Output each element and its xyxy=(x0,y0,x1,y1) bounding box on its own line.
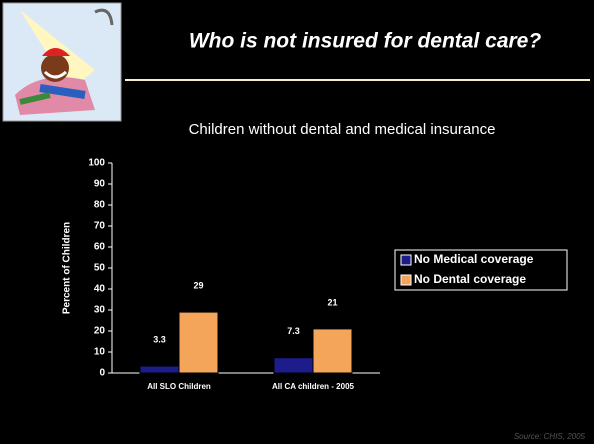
y-axis-label: Percent of Children xyxy=(62,222,73,314)
x-tick-label: All CA children - 2005 xyxy=(272,382,355,391)
y-tick-label: 30 xyxy=(94,305,106,316)
dentist-clipart xyxy=(2,2,122,122)
y-tick-label: 50 xyxy=(94,263,106,274)
legend-box xyxy=(394,249,568,291)
bar xyxy=(273,357,314,374)
value-label: 3.3 xyxy=(153,334,166,344)
value-label: 29 xyxy=(193,280,203,290)
source: Source: CHIS, 2005 xyxy=(514,432,586,441)
value-label: 7.3 xyxy=(287,326,300,336)
y-tick-label: 90 xyxy=(94,179,106,190)
y-tick-label: 70 xyxy=(94,221,106,232)
y-tick-label: 80 xyxy=(94,200,106,211)
bar xyxy=(178,311,219,374)
legend-label: No Medical coverage xyxy=(414,252,534,266)
y-tick-label: 0 xyxy=(99,368,105,379)
y-tick-label: 100 xyxy=(88,158,105,169)
legend-swatch xyxy=(400,274,412,286)
y-tick-label: 20 xyxy=(94,326,106,337)
legend-label: No Dental coverage xyxy=(414,272,526,286)
legend-swatch xyxy=(400,254,412,266)
value-label: 21 xyxy=(327,297,337,307)
y-tick-label: 40 xyxy=(94,284,106,295)
bar xyxy=(139,365,180,374)
bar xyxy=(312,328,353,374)
chart-title: Children without dental and medical insu… xyxy=(189,121,496,138)
y-tick-label: 10 xyxy=(94,347,106,358)
x-tick-label: All SLO Children xyxy=(147,382,211,391)
y-tick-label: 60 xyxy=(94,242,106,253)
slide-title: Who is not insured for dental care? xyxy=(189,30,542,53)
